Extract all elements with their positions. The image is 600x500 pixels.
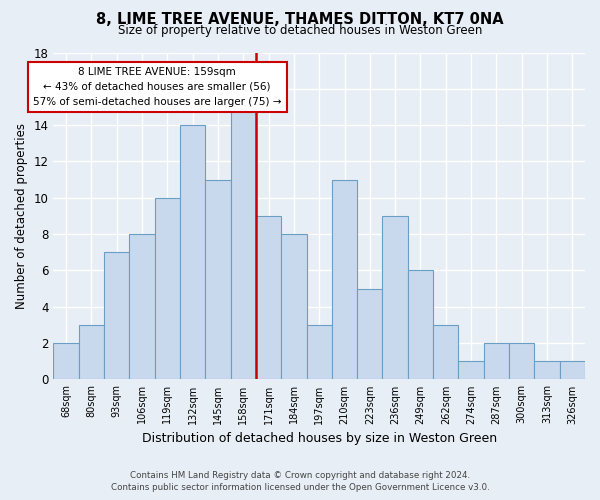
Bar xyxy=(484,343,509,380)
Bar xyxy=(180,125,205,380)
Bar xyxy=(458,362,484,380)
Bar xyxy=(535,362,560,380)
Text: 8, LIME TREE AVENUE, THAMES DITTON, KT7 0NA: 8, LIME TREE AVENUE, THAMES DITTON, KT7 … xyxy=(96,12,504,28)
Bar xyxy=(53,343,79,380)
Bar xyxy=(408,270,433,380)
Bar xyxy=(357,288,382,380)
Bar xyxy=(382,216,408,380)
Bar xyxy=(79,325,104,380)
Text: Size of property relative to detached houses in Weston Green: Size of property relative to detached ho… xyxy=(118,24,482,37)
Bar xyxy=(155,198,180,380)
Text: 8 LIME TREE AVENUE: 159sqm
← 43% of detached houses are smaller (56)
57% of semi: 8 LIME TREE AVENUE: 159sqm ← 43% of deta… xyxy=(33,67,281,106)
Bar xyxy=(509,343,535,380)
Bar xyxy=(230,107,256,380)
Text: Contains HM Land Registry data © Crown copyright and database right 2024.
Contai: Contains HM Land Registry data © Crown c… xyxy=(110,471,490,492)
Bar xyxy=(104,252,130,380)
Bar xyxy=(307,325,332,380)
Bar xyxy=(130,234,155,380)
Bar xyxy=(433,325,458,380)
X-axis label: Distribution of detached houses by size in Weston Green: Distribution of detached houses by size … xyxy=(142,432,497,445)
Bar xyxy=(256,216,281,380)
Bar xyxy=(281,234,307,380)
Bar xyxy=(332,180,357,380)
Y-axis label: Number of detached properties: Number of detached properties xyxy=(15,123,28,309)
Bar xyxy=(560,362,585,380)
Bar xyxy=(205,180,230,380)
